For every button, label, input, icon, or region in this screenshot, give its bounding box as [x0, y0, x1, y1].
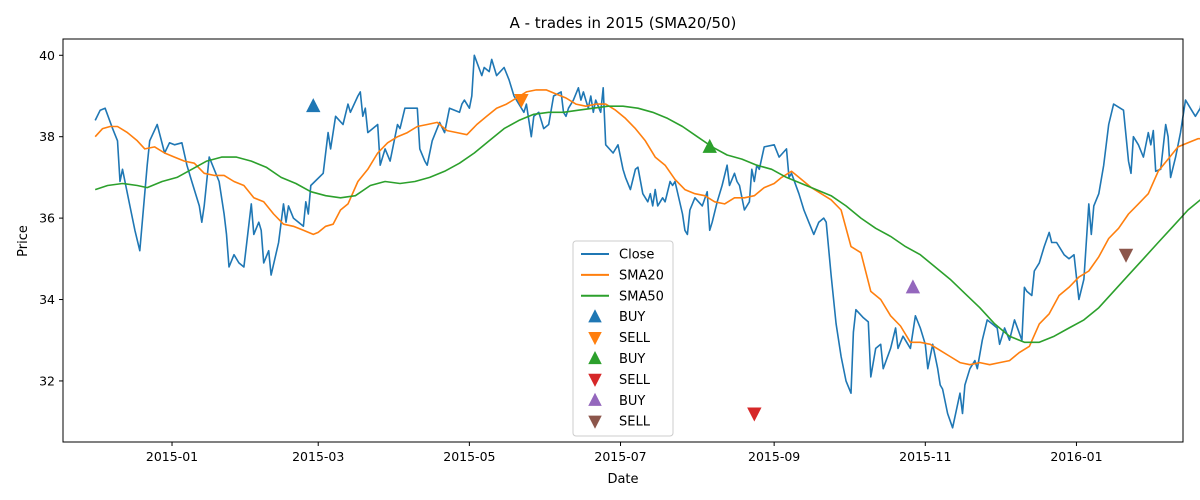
trade-marker-buy-3 [702, 138, 717, 153]
x-tick-label: 2015-11 [899, 449, 951, 464]
y-axis-ticks: 32 34 36 38 40 [39, 48, 63, 388]
plot-frame [62, 38, 1184, 443]
trade-marker-sell-6 [1118, 248, 1134, 263]
trade-marker-buy-5 [905, 279, 921, 294]
x-tick-label: 2015-09 [748, 449, 800, 464]
legend-label: SELL [619, 415, 651, 430]
series-line-sma50 [94, 105, 1200, 344]
chart-title: A - trades in 2015 (SMA20/50) [510, 14, 737, 32]
legend: Close SMA20 SMA50 BUY SELL BUY SELL BUY SELL [572, 240, 674, 437]
plot-markers [306, 94, 1134, 422]
legend-swatch [588, 309, 602, 323]
x-tick-label: 2015-05 [443, 449, 495, 464]
trade-marker-buy-1 [306, 98, 321, 113]
legend-swatch [588, 331, 602, 346]
trade-marker-sell-2 [514, 94, 529, 109]
legend-label: Close [619, 248, 654, 263]
y-tick-label: 32 [39, 373, 55, 388]
y-tick-label: 36 [39, 211, 55, 226]
legend-swatch [588, 415, 602, 429]
x-tick-label: 2015-03 [292, 449, 344, 464]
legend-swatch [588, 392, 602, 406]
legend-label: SELL [619, 373, 651, 388]
legend-label: SMA20 [619, 268, 664, 283]
series-line-close [94, 54, 1200, 429]
y-tick-label: 34 [39, 292, 55, 307]
plot-series [94, 54, 1200, 429]
legend-label: BUY [619, 352, 645, 367]
y-axis-label: Price [16, 225, 31, 257]
x-axis-ticks: 2015-01 2015-03 2015-05 2015-07 2015-09 2015-… [146, 442, 1103, 464]
legend-box [572, 240, 674, 437]
x-tick-label: 2015-07 [594, 449, 646, 464]
x-axis-label: Date [607, 472, 638, 487]
legend-swatch [588, 351, 602, 365]
legend-swatch [588, 373, 602, 387]
series-line-sma20 [94, 89, 1200, 366]
trade-marker-sell-4 [747, 407, 762, 422]
x-tick-label: 2015-01 [146, 449, 198, 464]
legend-label: BUY [619, 310, 645, 325]
y-tick-label: 38 [39, 129, 55, 144]
legend-label: SELL [619, 331, 651, 346]
legend-label: BUY [619, 394, 645, 409]
y-tick-label: 40 [39, 48, 55, 63]
legend-label: SMA50 [619, 289, 664, 304]
x-tick-label: 2016-01 [1050, 449, 1102, 464]
